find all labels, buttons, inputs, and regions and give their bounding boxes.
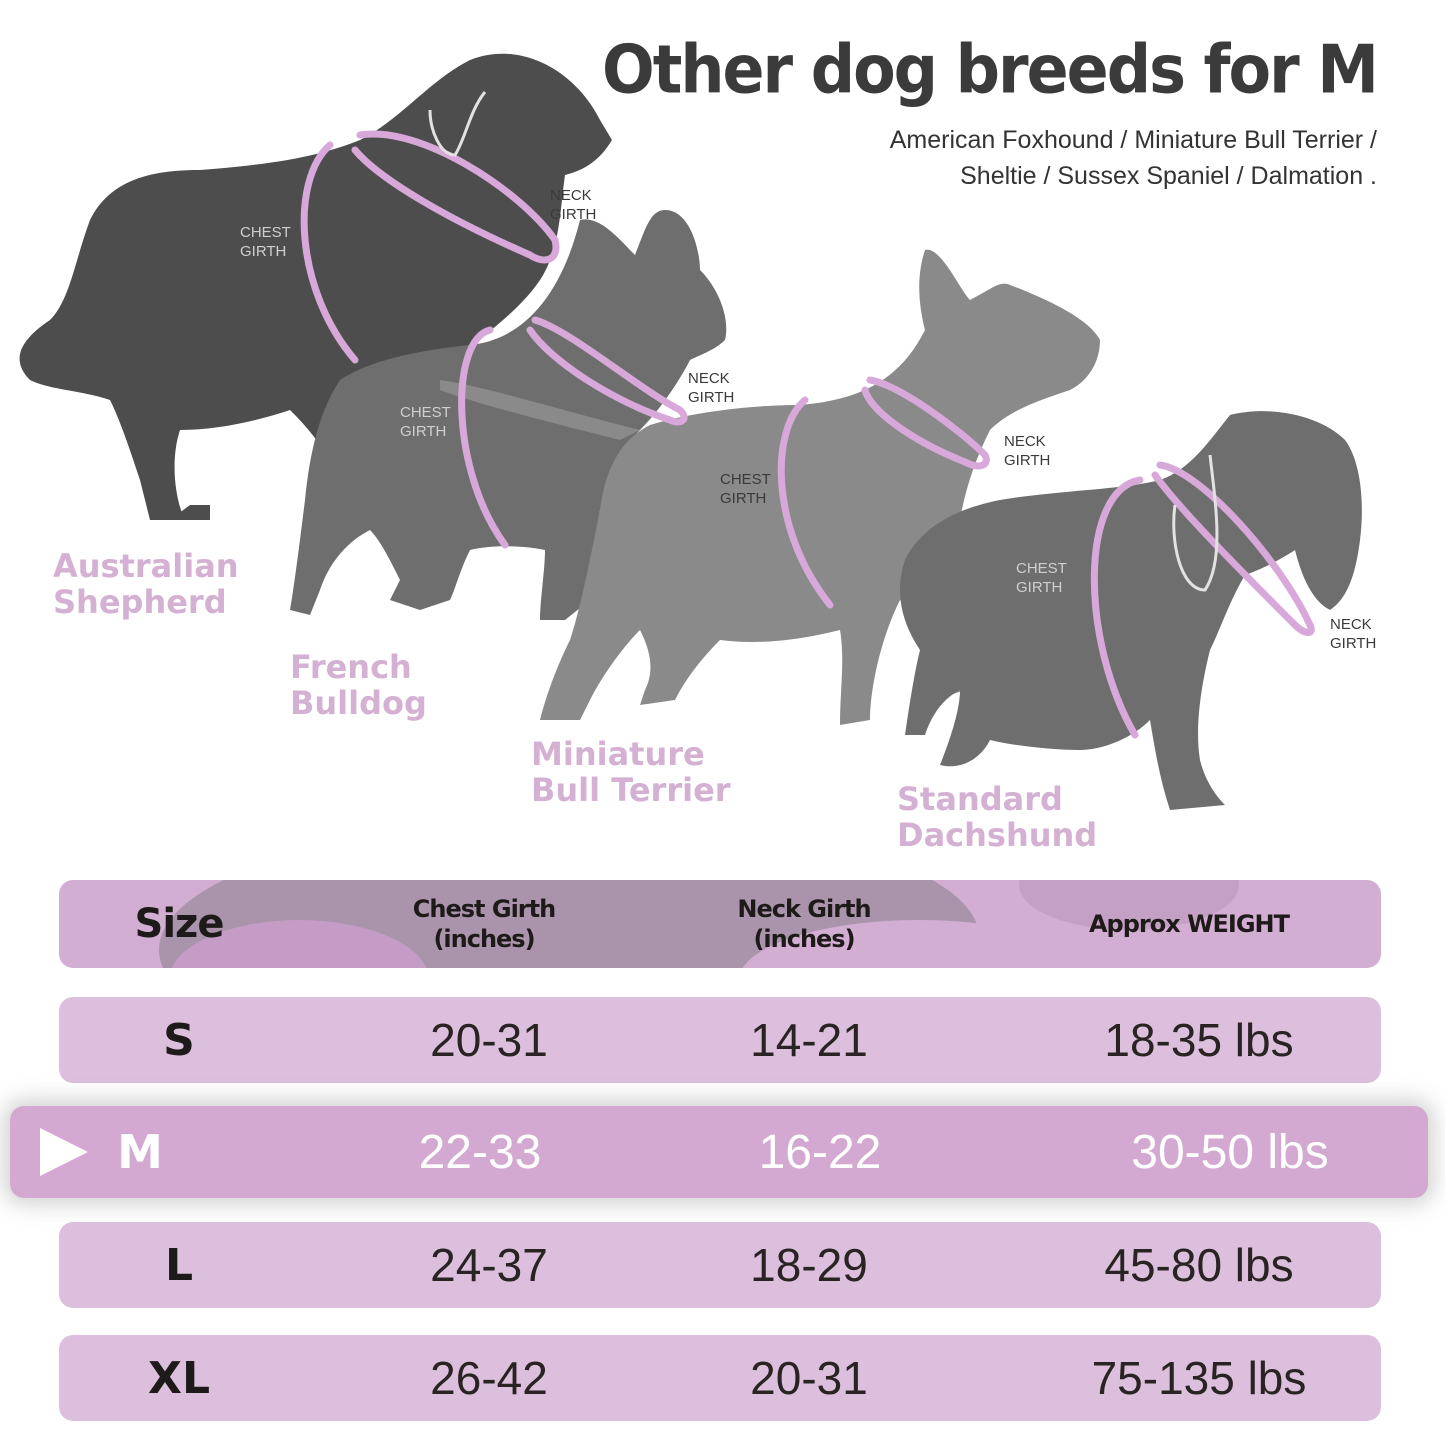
- weight-cell: 75-135 lbs: [1091, 1352, 1307, 1404]
- neck-label-1: NECK: [550, 187, 592, 204]
- breed-label-line: Miniature: [531, 735, 705, 773]
- breed-label-line: Shepherd: [53, 583, 227, 621]
- breed-label-line: Bull Terrier: [531, 771, 731, 809]
- page-title: Other dog breeds for M: [602, 30, 1379, 109]
- size-cell: XL: [148, 1352, 210, 1404]
- header-size: Size: [134, 901, 225, 947]
- neck-girth-cell: 20-31: [750, 1352, 868, 1404]
- breed-label-line: Australian: [53, 547, 239, 585]
- neck-label-2: GIRTH: [550, 206, 596, 223]
- breed-list-line-1: American Foxhound / Miniature Bull Terri…: [889, 126, 1377, 154]
- chest-girth-cell: 22-33: [418, 1125, 542, 1179]
- chest-girth-cell: 26-42: [430, 1352, 548, 1404]
- ear-outlines: [428, 91, 1219, 592]
- dog-silhouettes-illustration: CHEST GIRTH NECK GIRTH CHEST GIRTH NECK …: [19, 53, 1376, 810]
- table-row-m-highlighted: M 22-33 16-22 30-50 lbs: [10, 1106, 1428, 1198]
- neck-label-2: GIRTH: [1330, 635, 1376, 652]
- neck-label-1: NECK: [1004, 433, 1046, 450]
- breed-list: American Foxhound / Miniature Bull Terri…: [677, 122, 1377, 194]
- header-approx-weight: Approx WEIGHT: [1088, 910, 1290, 938]
- neck-label-2: GIRTH: [688, 389, 734, 406]
- chest-label-1: CHEST: [400, 404, 451, 421]
- chest-girth-cell: 24-37: [430, 1239, 548, 1291]
- weight-cell: 30-50 lbs: [1131, 1125, 1329, 1179]
- breed-label-standard-dachshund: Standard Dachshund: [897, 781, 1097, 853]
- chest-label-1: CHEST: [240, 224, 291, 241]
- table-row-xl: XL 26-42 20-31 75-135 lbs: [59, 1335, 1381, 1421]
- breed-list-line-2: Sheltie / Sussex Spaniel / Dalmation .: [960, 162, 1377, 190]
- size-cell: L: [164, 1239, 194, 1291]
- breed-label-line: Dachshund: [897, 816, 1098, 854]
- measurement-rings: [300, 130, 1315, 739]
- chest-label-1: CHEST: [720, 471, 771, 488]
- neck-label-1: NECK: [1330, 616, 1372, 633]
- chest-label-2: GIRTH: [1016, 579, 1062, 596]
- chest-label-2: GIRTH: [720, 490, 766, 507]
- header-neck-girth: Neck Girth (inches): [679, 880, 929, 968]
- chest-label-1: CHEST: [1016, 560, 1067, 577]
- neck-label-2: GIRTH: [1004, 452, 1050, 469]
- header-neck-girth-line-2: (inches): [753, 925, 855, 953]
- size-cell: S: [163, 1014, 195, 1066]
- header-neck-girth-line-1: Neck Girth: [737, 895, 871, 923]
- header-chest-girth: Chest Girth (inches): [359, 880, 609, 968]
- table-header-row: Size Chest Girth (inches) Neck Girth (in…: [59, 880, 1381, 968]
- breed-label-line: Bulldog: [290, 684, 427, 722]
- breed-label-french-bulldog: French Bulldog: [290, 649, 427, 721]
- weight-cell: 18-35 lbs: [1104, 1014, 1294, 1066]
- play-triangle-icon: [40, 1128, 88, 1176]
- neck-girth-cell: 14-21: [750, 1014, 868, 1066]
- neck-girth-cell: 18-29: [750, 1239, 868, 1291]
- french-bulldog-silhouette: [290, 210, 727, 620]
- standard-dachshund-silhouette: [900, 411, 1362, 810]
- size-cell: M: [117, 1125, 163, 1179]
- neck-girth-cell: 16-22: [758, 1125, 882, 1179]
- header-chest-girth-line-2: (inches): [433, 925, 535, 953]
- neck-label-1: NECK: [688, 370, 730, 387]
- breed-label-miniature-bull-terrier: Miniature Bull Terrier: [531, 736, 731, 808]
- miniature-bull-terrier-silhouette: [440, 249, 1100, 725]
- table-row-s: S 20-31 14-21 18-35 lbs: [59, 997, 1381, 1083]
- header-chest-girth-line-1: Chest Girth: [412, 895, 556, 923]
- breed-label-line: Standard: [897, 780, 1063, 818]
- girth-labels: CHEST GIRTH NECK GIRTH CHEST GIRTH NECK …: [240, 187, 1376, 652]
- breed-label-line: French: [290, 648, 412, 686]
- table-row-l: L 24-37 18-29 45-80 lbs: [59, 1222, 1381, 1308]
- chest-label-2: GIRTH: [400, 423, 446, 440]
- breed-label-australian-shepherd: Australian Shepherd: [53, 548, 239, 620]
- chest-label-2: GIRTH: [240, 243, 286, 260]
- weight-cell: 45-80 lbs: [1104, 1239, 1294, 1291]
- chest-girth-cell: 20-31: [430, 1014, 548, 1066]
